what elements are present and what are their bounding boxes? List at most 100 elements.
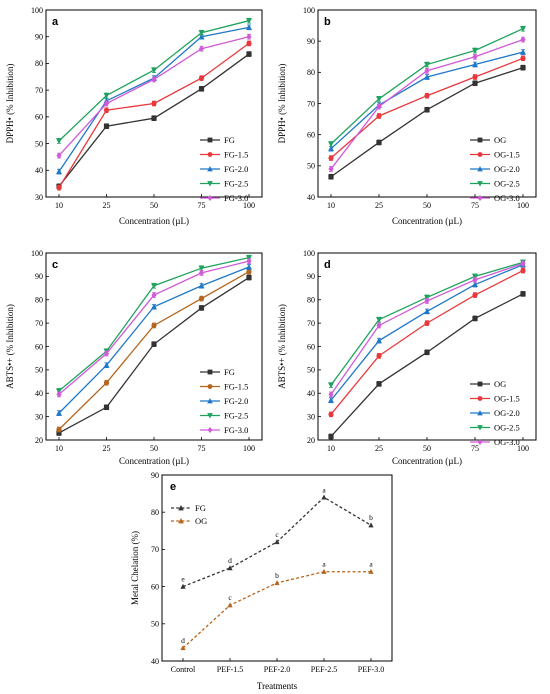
legend-label: OG [494,379,506,389]
data-point [198,269,205,277]
legend-label: FG-3.0 [224,193,248,203]
x-tick-label: PEF-3.0 [358,665,384,674]
data-point [424,297,430,305]
y-tick-label: 40 [307,193,315,202]
data-point [103,123,110,129]
data-point [198,45,205,52]
data-point [376,139,382,146]
y-axis-label: DPPH• (% Inhibition) [5,64,15,144]
legend-label: FG [224,367,235,377]
y-tick-label: 80 [151,508,159,517]
data-point [376,113,382,119]
data-point [198,75,205,81]
legend-marker [207,166,213,172]
data-point [328,433,334,440]
x-tick-label: 25 [375,444,383,453]
data-point [472,292,478,298]
legend-marker [207,369,213,375]
y-tick-label: 60 [307,130,315,139]
x-tick-label: 25 [375,201,383,210]
legend-label: FG-1.5 [224,382,248,392]
y-tick-label: 70 [35,86,43,95]
y-tick-label: 30 [307,412,315,421]
x-tick-label: 10 [327,444,335,453]
data-point [103,404,110,410]
data-point [56,138,62,145]
y-tick-label: 60 [307,342,315,351]
data-point [472,74,478,80]
legend-marker [477,381,483,387]
significance-letter: e [181,575,185,584]
x-tick-label: 100 [243,444,255,453]
data-point [56,388,62,395]
legend-marker [477,181,483,187]
x-tick-label: PEF-2.0 [264,665,290,674]
data-point [103,380,110,386]
legend-marker [207,427,213,433]
x-tick-label: 75 [471,201,479,210]
significance-letter: a [369,560,373,569]
data-point [56,426,62,433]
data-point [56,409,62,416]
legend-marker [477,152,483,157]
data-point [151,67,157,74]
data-point [56,168,62,175]
y-tick-label: 100 [303,6,315,15]
data-point [151,291,157,299]
y-tick-label: 80 [307,296,315,305]
y-tick-label: 70 [307,319,315,328]
data-point [151,76,157,83]
legend-label: OG-3.0 [494,193,520,203]
chart-panel-e: 40 50 60 70 80 90 Control PEF-1.5 PEF-2.0 PEF-2.5… [130,471,393,691]
data-point [424,349,430,355]
x-tick-label: 25 [103,201,111,210]
panel-label: e [170,481,176,493]
legend-label: FG-3.0 [224,425,248,435]
y-tick-label: 70 [307,99,315,108]
legend-marker [207,413,213,419]
data-point [103,107,110,113]
y-axis-label: Metal Chelation (%) [130,531,140,605]
data-point [103,92,110,99]
data-point [246,51,252,57]
data-point [520,55,526,61]
data-point [151,322,157,329]
significance-letter: d [181,636,185,645]
x-tick-label: 100 [517,444,529,453]
y-tick-label: 40 [307,389,315,398]
data-point [56,152,62,159]
legend-label: OG-2.0 [494,164,520,174]
legend-label: OG-2.5 [494,179,520,189]
data-point [472,61,478,68]
x-axis-label: Concentration (µL) [119,456,189,466]
data-point [328,411,334,417]
y-axis-label: ABTS•+ (% Inhibition) [277,304,287,389]
x-tick-label: 50 [150,444,158,453]
y-tick-label: 90 [35,33,43,42]
data-point [424,308,430,315]
data-point [151,115,157,121]
y-tick-label: 20 [307,436,315,445]
legend-marker [477,166,483,172]
legend-marker [477,410,483,416]
data-point [520,267,526,274]
y-tick-label: 60 [35,113,43,122]
y-tick-label: 40 [35,166,43,175]
legend-marker [207,181,213,187]
data-point [151,341,157,347]
data-point [520,48,526,55]
data-point [246,257,252,265]
data-point [227,602,233,608]
data-point [198,86,205,92]
legend-marker [477,195,483,201]
x-tick-label: 10 [55,444,63,453]
y-tick-label: 50 [35,366,43,375]
data-point [376,322,382,329]
data-point [274,580,280,586]
x-tick-label: 50 [423,444,431,453]
x-axis-label: Concentration (µL) [392,216,462,226]
legend-marker [207,398,213,404]
legend-label: FG-2.0 [224,396,248,406]
legend-label: FG-2.5 [224,411,248,421]
data-point [246,263,252,270]
